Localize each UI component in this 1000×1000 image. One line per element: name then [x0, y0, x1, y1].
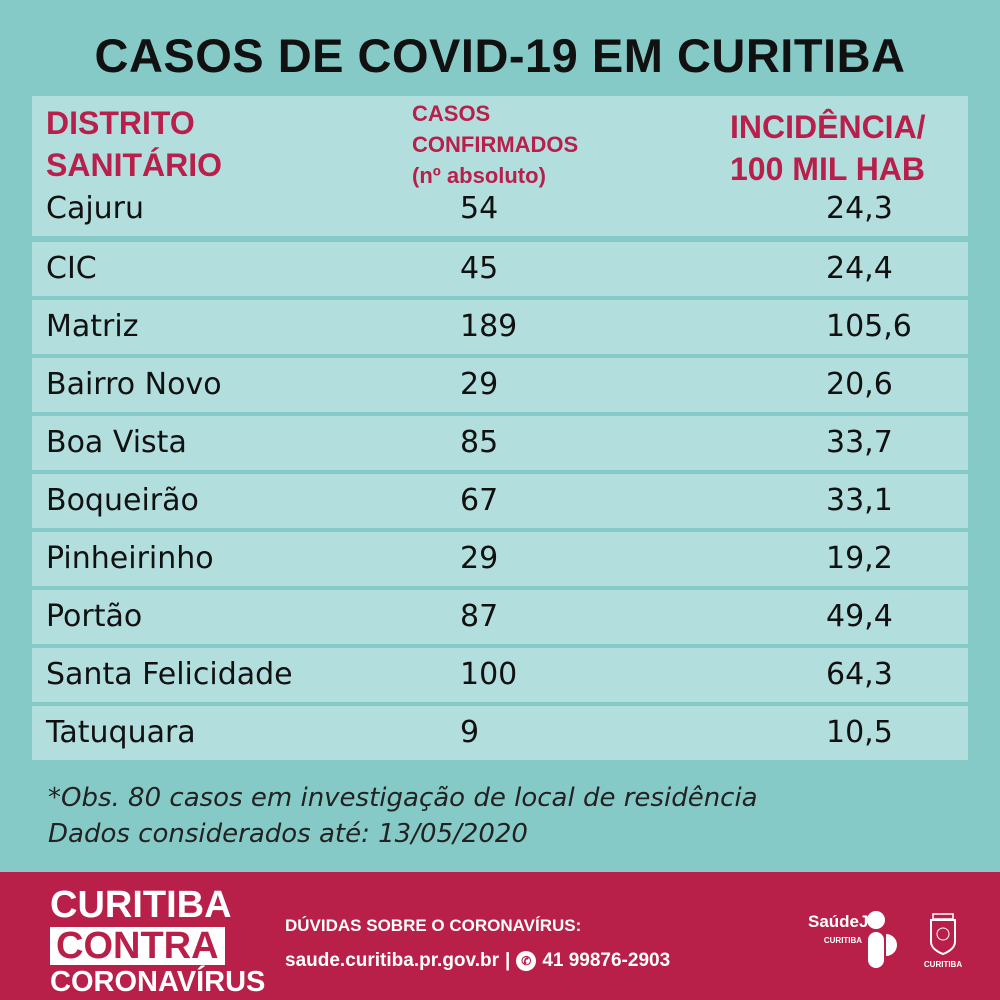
incidence-value: 64,3: [826, 657, 893, 692]
table-row: Pinheirinho 29 19,2: [32, 532, 968, 586]
cases-value: 85: [460, 425, 499, 460]
incidence-value: 24,3: [826, 191, 893, 226]
logo-text: CORONAVÍRUS: [50, 966, 266, 998]
cases-value: 100: [460, 657, 518, 692]
campaign-logo: CURITIBA CONTRA CORONAVÍRUS: [50, 886, 265, 997]
table-row: Boa Vista 85 33,7: [32, 416, 968, 470]
district-name: Pinheirinho: [46, 541, 214, 576]
incidence-value: 33,1: [826, 483, 893, 518]
cases-value: 54: [460, 191, 499, 226]
cases-value: 29: [460, 541, 499, 576]
district-name: Boa Vista: [46, 425, 187, 460]
plus-logo-icon: [867, 911, 897, 968]
saude-logo-text: SaúdeJá: [808, 912, 878, 931]
table-row: Santa Felicidade 100 64,3: [32, 648, 968, 702]
table-row: Tatuquara 9 10,5: [32, 706, 968, 760]
table-row: CIC 45 24,4: [32, 242, 968, 296]
site-link[interactable]: saude.curitiba.pr.gov.br: [285, 950, 499, 971]
cases-value: 67: [460, 483, 499, 518]
district-name: Matriz: [46, 309, 139, 344]
incidence-value: 49,4: [826, 599, 893, 634]
cases-value: 29: [460, 367, 499, 402]
header-incidence: INCIDÊNCIA/100 MIL HAB: [730, 106, 926, 190]
incidence-value: 33,7: [826, 425, 893, 460]
saude-logo-sub: CURITIBA: [823, 936, 863, 945]
cases-value: 45: [460, 251, 499, 286]
city-coat-of-arms: CURITIBA: [920, 912, 966, 969]
whatsapp-icon: ✆: [516, 951, 537, 971]
table-row: Matriz 189 105,6: [32, 300, 968, 354]
logo-text: CONTRA: [50, 927, 225, 965]
header-text: (nº absoluto): [412, 163, 546, 188]
saude-ja-logo: SaúdeJá CURITIBA: [808, 912, 878, 945]
note-observation: *Obs. 80 casos em investigação de local …: [48, 783, 758, 813]
incidence-value: 24,4: [826, 251, 893, 286]
header-text: CASOS: [412, 101, 491, 126]
incidence-value: 20,6: [826, 367, 893, 402]
cases-value: 9: [460, 715, 480, 750]
district-name: Boqueirão: [46, 483, 199, 518]
table-row: Boqueirão 67 33,1: [32, 474, 968, 528]
header-text: INCIDÊNCIA/: [730, 109, 926, 145]
separator: |: [504, 950, 511, 971]
header-text: 100 MIL HAB: [730, 151, 926, 187]
footer: CURITIBA CONTRA CORONAVÍRUS DÚVIDAS SOBR…: [0, 872, 1000, 1000]
district-name: Portão: [46, 599, 143, 634]
contact-info: DÚVIDAS SOBRE O CORONAVÍRUS: saude.curit…: [285, 916, 670, 972]
page-title: CASOS DE COVID-19 EM CURITIBA: [94, 29, 906, 82]
header-text: DISTRITO: [46, 105, 195, 141]
coat-of-arms-icon: [930, 913, 956, 956]
header-district: DISTRITO SANITÁRIO: [46, 102, 222, 186]
header-text: CONFIRMADOS: [412, 132, 579, 157]
table-row: Bairro Novo 29 20,6: [32, 358, 968, 412]
note-date: Dados considerados até: 13/05/2020: [48, 819, 528, 849]
district-name: Bairro Novo: [46, 367, 222, 402]
phone-number[interactable]: 41 99876-2903: [542, 950, 671, 971]
logo-text: CURITIBA: [50, 884, 232, 926]
city-logo-text: CURITIBA: [923, 960, 963, 969]
notes: *Obs. 80 casos em investigação de local …: [48, 780, 758, 852]
header-text: SANITÁRIO: [46, 147, 222, 183]
incidence-value: 19,2: [826, 541, 893, 576]
header-cases: CASOS CONFIRMADOS (nº absoluto): [412, 98, 578, 191]
district-name: Cajuru: [46, 191, 145, 226]
district-name: Tatuquara: [46, 715, 196, 750]
district-name: Santa Felicidade: [46, 657, 293, 692]
cases-value: 189: [460, 309, 518, 344]
incidence-value: 10,5: [826, 715, 893, 750]
table-header: DISTRITO SANITÁRIO CASOS CONFIRMADOS (nº ab…: [32, 96, 968, 236]
incidence-value: 105,6: [826, 309, 912, 344]
table-row: Portão 87 49,4: [32, 590, 968, 644]
district-name: CIC: [46, 251, 97, 286]
contact-question: DÚVIDAS SOBRE O CORONAVÍRUS:: [285, 916, 582, 935]
cases-value: 87: [460, 599, 499, 634]
